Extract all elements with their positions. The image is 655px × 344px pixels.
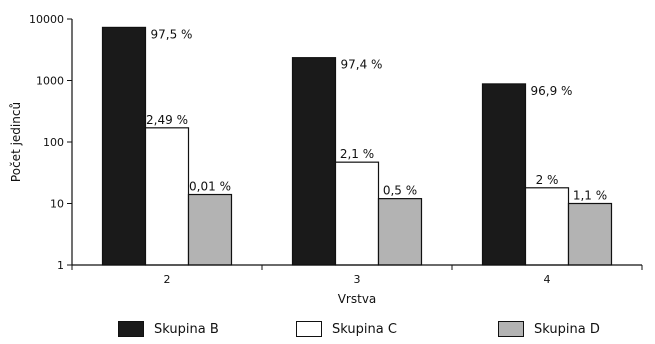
- bar-skupina-c-3: [334, 161, 380, 266]
- legend-swatch-skupina-c: [296, 321, 322, 337]
- axes: [71, 19, 642, 266]
- x-tick-label: 4: [544, 273, 551, 286]
- legend-label: Skupina D: [534, 321, 600, 337]
- x-tick-label: 3: [354, 273, 361, 286]
- legend-item-skupina-d: Skupina D: [498, 318, 600, 340]
- bar-value-label: 97,5 %: [151, 27, 193, 41]
- bar-skupina-c-2: [144, 127, 190, 266]
- bar-skupina-b-2: [101, 26, 147, 266]
- bar-skupina-d-3: [377, 198, 423, 266]
- bars: [101, 26, 613, 266]
- x-axis-ticks: 2 3 4: [71, 265, 643, 286]
- legend-swatch-skupina-d: [498, 321, 524, 337]
- bar-value-label: 96,9 %: [531, 84, 573, 98]
- bar-value-label: 0,01 %: [189, 180, 231, 194]
- y-tick-label: 10: [50, 198, 64, 211]
- legend-label: Skupina B: [154, 321, 219, 337]
- legend-item-skupina-b: Skupina B: [118, 318, 219, 340]
- bar-skupina-b-4: [481, 83, 527, 266]
- bar-value-label: 97,4 %: [341, 58, 383, 72]
- y-axis-ticks: 1 10 100 1000 10000: [29, 13, 72, 272]
- bar-value-label: 1,1 %: [573, 189, 607, 203]
- bar-chart: 1 10 100 1000 10000 97,5 % 2,49 % 0,01 % 97,4 %…: [9, 13, 643, 306]
- bar-value-label: 2,49 %: [146, 113, 188, 127]
- bar-value-labels: 97,5 % 2,49 % 0,01 % 97,4 % 2,1 % 0,5 % 96,9 %…: [146, 27, 607, 202]
- x-axis-title: Vrstva: [338, 292, 377, 306]
- y-axis-title: Počet jedinců: [9, 102, 23, 182]
- legend-label: Skupina C: [332, 321, 397, 337]
- legend-item-skupina-c: Skupina C: [296, 318, 397, 340]
- bar-skupina-d-2: [187, 193, 233, 266]
- y-tick-label: 1: [57, 259, 64, 272]
- y-tick-label: 100: [43, 136, 64, 149]
- bar-skupina-d-4: [567, 202, 613, 266]
- x-tick-label: 2: [164, 273, 171, 286]
- y-tick-label: 1000: [36, 75, 64, 88]
- bar-value-label: 2,1 %: [340, 147, 374, 161]
- legend: Skupina B Skupina C Skupina D: [0, 318, 655, 342]
- bar-skupina-b-3: [291, 57, 337, 266]
- bar-value-label: 0,5 %: [383, 184, 417, 198]
- bar-value-label: 2 %: [536, 173, 559, 187]
- y-tick-label: 10000: [29, 13, 64, 26]
- bar-skupina-c-4: [524, 187, 570, 266]
- legend-swatch-skupina-b: [118, 321, 144, 337]
